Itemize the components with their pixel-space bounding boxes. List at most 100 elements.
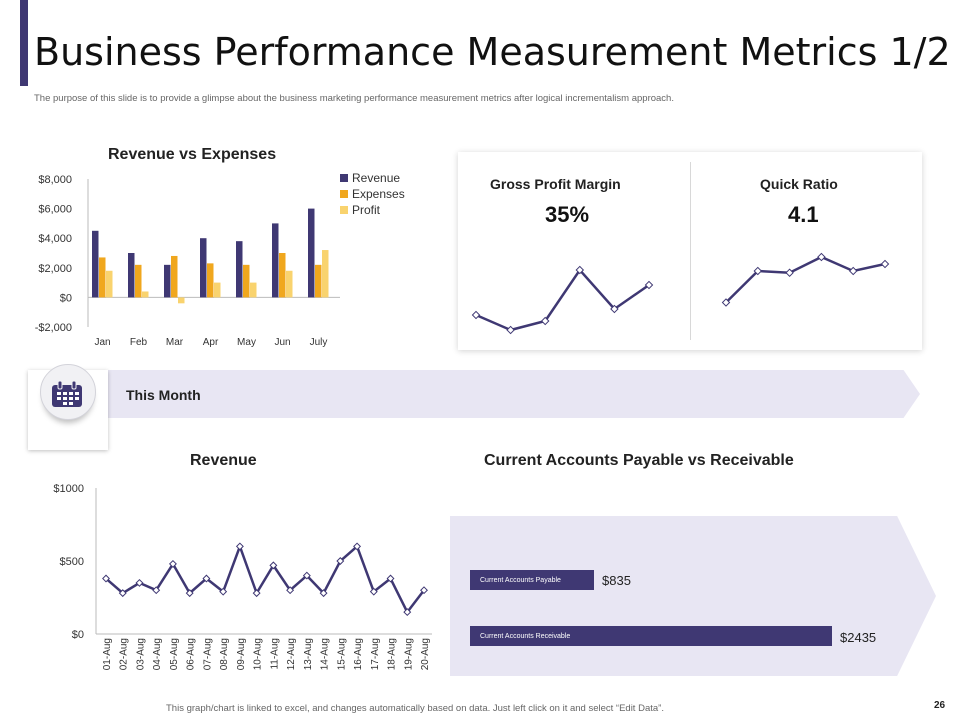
y-tick-label: $8,000 bbox=[38, 174, 72, 186]
bar-expenses-jan bbox=[99, 257, 106, 298]
x-tick-label: 07-Aug bbox=[202, 638, 213, 670]
daily-revenue-point bbox=[319, 589, 328, 598]
bar-expenses-apr bbox=[207, 263, 214, 298]
x-tick-label: Mar bbox=[166, 337, 184, 348]
daily-revenue-point bbox=[420, 586, 428, 595]
daily-revenue-point bbox=[168, 559, 177, 568]
y-tick-label: -$2,000 bbox=[35, 322, 72, 334]
accounts-receivable-bar: Current Accounts Receivable bbox=[470, 626, 832, 646]
gross-profit-margin-sparkline-point bbox=[610, 304, 619, 314]
revenue-expenses-title: Revenue vs Expenses bbox=[108, 146, 277, 163]
bar-profit-apr bbox=[214, 282, 221, 298]
quick-ratio-label: Quick Ratio bbox=[760, 176, 838, 192]
x-tick-label: 03-Aug bbox=[135, 638, 146, 670]
kpi-sparklines bbox=[471, 252, 890, 335]
x-tick-label: 11-Aug bbox=[269, 638, 280, 670]
x-tick-label: May bbox=[237, 337, 256, 348]
bar-revenue-jan bbox=[92, 230, 99, 298]
x-tick-label: 17-Aug bbox=[370, 638, 381, 670]
bar-profit-mar bbox=[178, 297, 185, 304]
y-tick-label: $0 bbox=[60, 292, 72, 304]
payable-receivable-panel bbox=[450, 516, 936, 676]
gross-profit-margin-label: Gross Profit Margin bbox=[490, 176, 621, 192]
daily-revenue-point bbox=[135, 578, 144, 587]
calendar-icon bbox=[52, 380, 82, 407]
payable-receivable-title: Current Accounts Payable vs Receivable bbox=[484, 452, 794, 469]
bar-profit-may bbox=[250, 282, 257, 298]
gross-profit-margin-sparkline-point bbox=[471, 310, 481, 320]
accounts-receivable-value: $2435 bbox=[840, 630, 877, 645]
daily-revenue-title: Revenue bbox=[190, 452, 257, 469]
legend-label-profit: Profit bbox=[352, 203, 381, 217]
bar-profit-july bbox=[322, 250, 329, 298]
legend-label-revenue: Revenue bbox=[352, 171, 400, 185]
page-subtitle: The purpose of this slide is to provide … bbox=[34, 93, 674, 104]
legend-swatch-expenses bbox=[340, 190, 348, 198]
bar-profit-jan bbox=[106, 270, 113, 298]
x-tick-label: 18-Aug bbox=[387, 638, 398, 670]
y-tick-label: $1000 bbox=[53, 483, 84, 495]
daily-revenue-chart: $0 $500 $1000 01-Aug 02-Aug 03-Aug 04-Aug 05-Au… bbox=[53, 483, 432, 670]
quick-ratio-value: 4.1 bbox=[788, 202, 819, 227]
bar-expenses-mar bbox=[171, 255, 178, 298]
quick-ratio-sparkline-point bbox=[721, 298, 731, 307]
page-number: 26 bbox=[934, 700, 946, 711]
bar-expenses-july bbox=[315, 264, 322, 298]
gross-profit-margin-sparkline-line bbox=[475, 267, 650, 332]
daily-revenue-point bbox=[202, 574, 211, 583]
quick-ratio-sparkline-point bbox=[753, 266, 763, 276]
x-tick-label: 09-Aug bbox=[236, 638, 247, 670]
revenue-expenses-chart: -$2,000 $0 $2,000 $4,000 $6,000 $8,000 Jan Feb M… bbox=[35, 171, 405, 348]
bar-expenses-may bbox=[243, 264, 250, 298]
accounts-payable-bar: Current Accounts Payable bbox=[470, 570, 594, 590]
x-tick-label: 15-Aug bbox=[336, 638, 347, 670]
daily-revenue-point bbox=[185, 589, 194, 598]
x-tick-label: 16-Aug bbox=[353, 638, 364, 670]
quick-ratio-sparkline-point bbox=[848, 266, 858, 276]
x-tick-label: July bbox=[310, 337, 328, 348]
x-tick-label: 10-Aug bbox=[253, 638, 264, 670]
x-tick-label: 12-Aug bbox=[286, 638, 297, 670]
accounts-payable-value: $835 bbox=[602, 573, 631, 588]
y-tick-label: $500 bbox=[60, 556, 84, 568]
x-tick-label: Jun bbox=[274, 337, 290, 348]
daily-revenue-point bbox=[102, 574, 110, 583]
bar-profit-jun bbox=[286, 270, 293, 298]
gross-profit-margin-sparkline-point bbox=[506, 325, 515, 335]
bar-profit-feb bbox=[142, 291, 149, 298]
x-tick-label: 06-Aug bbox=[186, 638, 197, 670]
daily-revenue-point bbox=[152, 586, 161, 595]
daily-revenue-point bbox=[403, 608, 412, 617]
bar-expenses-feb bbox=[135, 264, 142, 298]
bar-revenue-jun bbox=[272, 223, 279, 298]
x-tick-label: Feb bbox=[130, 337, 148, 348]
gross-profit-margin-sparkline-point bbox=[575, 265, 585, 275]
daily-revenue-point bbox=[269, 561, 278, 570]
x-tick-label: 14-Aug bbox=[320, 638, 331, 670]
y-tick-label: $0 bbox=[72, 629, 84, 641]
daily-revenue-point bbox=[386, 574, 395, 583]
gross-profit-margin-sparkline-point bbox=[540, 316, 550, 326]
this-month-banner bbox=[96, 370, 920, 418]
page-title: Business Performance Measurement Metrics… bbox=[34, 30, 951, 74]
quick-ratio-sparkline-line bbox=[725, 255, 886, 304]
bar-revenue-july bbox=[308, 208, 315, 298]
x-tick-label: 19-Aug bbox=[403, 638, 414, 670]
footer-note: This graph/chart is linked to excel, and… bbox=[166, 703, 664, 714]
bar-expenses-jun bbox=[279, 253, 286, 298]
daily-revenue-point bbox=[235, 542, 244, 551]
x-tick-label: 02-Aug bbox=[119, 638, 130, 670]
quick-ratio-sparkline-point bbox=[880, 259, 890, 269]
daily-revenue-point bbox=[118, 589, 127, 598]
x-tick-label: 13-Aug bbox=[303, 638, 314, 670]
bar-revenue-may bbox=[236, 241, 243, 298]
kpi-divider bbox=[690, 162, 691, 340]
legend-swatch-profit bbox=[340, 206, 348, 214]
gross-profit-margin-value: 35% bbox=[545, 202, 590, 227]
x-tick-label: 20-Aug bbox=[420, 638, 431, 670]
x-tick-label: 04-Aug bbox=[152, 638, 163, 670]
gross-profit-margin-sparkline-point bbox=[644, 280, 654, 290]
title-accent-bar bbox=[20, 0, 28, 86]
quick-ratio-sparkline-point bbox=[817, 252, 826, 262]
x-tick-label: Apr bbox=[203, 337, 219, 348]
